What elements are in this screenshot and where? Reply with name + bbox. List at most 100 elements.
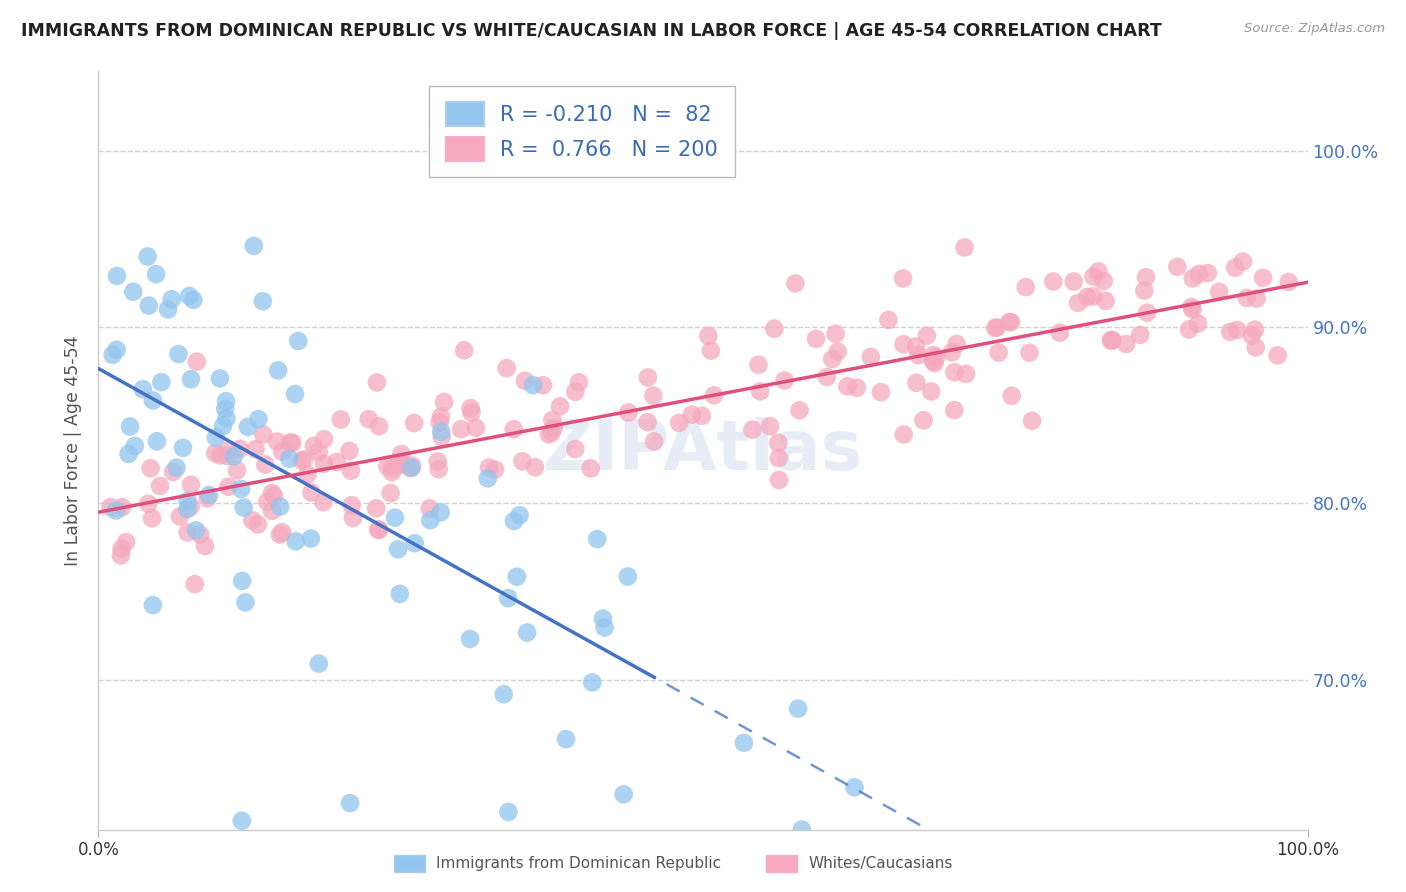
Point — [247, 412, 270, 426]
Point — [124, 439, 146, 453]
Point — [522, 378, 544, 392]
Point — [824, 326, 846, 341]
Point — [342, 511, 364, 525]
Point — [616, 569, 638, 583]
Point — [105, 268, 128, 283]
Point — [254, 458, 277, 472]
Point — [308, 445, 330, 459]
Point — [308, 657, 330, 671]
Point — [281, 435, 304, 450]
Point — [741, 423, 763, 437]
Point — [339, 444, 361, 458]
Point — [1244, 341, 1267, 355]
Point — [142, 393, 165, 408]
Point — [381, 465, 404, 479]
Point — [503, 514, 526, 528]
Point — [845, 381, 868, 395]
Point — [749, 384, 772, 399]
Point — [984, 321, 1007, 335]
Point — [384, 510, 406, 524]
Point — [212, 419, 235, 434]
Point — [592, 612, 614, 626]
Point — [789, 403, 811, 417]
Point — [1236, 291, 1258, 305]
Point — [1092, 274, 1115, 288]
Point — [453, 343, 475, 358]
Point — [1208, 285, 1230, 299]
Point — [543, 421, 565, 435]
Point — [141, 511, 163, 525]
Point — [1251, 270, 1274, 285]
Point — [953, 240, 976, 254]
Point — [266, 434, 288, 449]
Point — [763, 321, 786, 335]
Point — [329, 412, 352, 426]
Point — [246, 517, 269, 532]
Point — [226, 463, 249, 477]
Point — [1244, 323, 1267, 337]
Point — [271, 525, 294, 540]
Point — [404, 536, 426, 550]
Point — [495, 361, 517, 376]
Point — [827, 344, 849, 359]
Point — [844, 780, 866, 795]
Point — [945, 337, 967, 351]
Text: Source: ZipAtlas.com: Source: ZipAtlas.com — [1244, 22, 1385, 36]
Point — [905, 376, 928, 390]
Point — [564, 442, 586, 456]
Point — [593, 621, 616, 635]
Point — [1278, 275, 1301, 289]
Point — [235, 595, 257, 609]
Point — [1001, 389, 1024, 403]
Text: IMMIGRANTS FROM DOMINICAN REPUBLIC VS WHITE/CAUCASIAN IN LABOR FORCE | AGE 45-54: IMMIGRANTS FROM DOMINICAN REPUBLIC VS WH… — [21, 22, 1161, 40]
Point — [1015, 280, 1038, 294]
Point — [252, 427, 274, 442]
Point — [464, 421, 486, 435]
Point — [150, 375, 173, 389]
Point — [1180, 300, 1202, 314]
Point — [138, 299, 160, 313]
Point — [367, 522, 389, 536]
Point — [1188, 267, 1211, 281]
Point — [613, 787, 636, 801]
Point — [176, 525, 198, 540]
Point — [284, 534, 307, 549]
Point — [291, 453, 314, 467]
Point — [181, 293, 204, 307]
Point — [426, 454, 449, 468]
Point — [460, 406, 482, 420]
Point — [877, 313, 900, 327]
Point — [197, 491, 219, 506]
Point — [419, 501, 441, 516]
Point — [284, 387, 307, 401]
Point — [498, 805, 520, 819]
Point — [943, 365, 966, 379]
Point — [1226, 323, 1249, 337]
Point — [301, 485, 323, 500]
Point — [209, 449, 232, 463]
Point — [492, 687, 515, 701]
Point — [142, 598, 165, 612]
Point — [768, 473, 790, 487]
Point — [117, 447, 139, 461]
Point — [893, 427, 915, 442]
Point — [105, 343, 128, 357]
Point — [1267, 348, 1289, 362]
Point — [208, 371, 231, 385]
Point — [297, 467, 319, 482]
Text: Whites/Caucasians: Whites/Caucasians — [808, 856, 953, 871]
Point — [986, 320, 1008, 334]
Point — [920, 384, 942, 399]
Point — [1178, 322, 1201, 336]
Point — [111, 541, 134, 556]
Point — [162, 465, 184, 479]
Point — [1246, 292, 1268, 306]
Point — [146, 434, 169, 449]
Point — [149, 479, 172, 493]
Point — [1042, 275, 1064, 289]
Point — [870, 385, 893, 400]
Point — [998, 315, 1021, 329]
Point — [1018, 345, 1040, 359]
Point — [1099, 334, 1122, 348]
Point — [217, 443, 239, 458]
